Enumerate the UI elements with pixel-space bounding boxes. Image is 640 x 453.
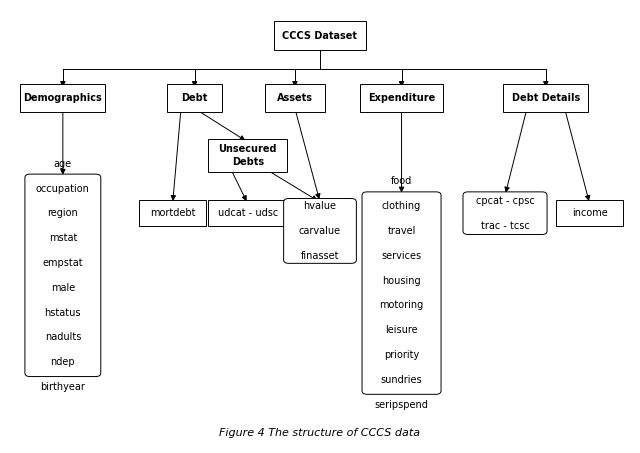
Text: income: income <box>572 208 607 218</box>
Text: udcat - udsc: udcat - udsc <box>218 208 278 218</box>
FancyBboxPatch shape <box>209 200 287 226</box>
FancyBboxPatch shape <box>209 139 287 172</box>
FancyBboxPatch shape <box>265 83 325 112</box>
FancyBboxPatch shape <box>284 198 356 263</box>
Text: Assets: Assets <box>277 93 313 103</box>
Text: cpcat - cpsc

trac - tcsc: cpcat - cpsc trac - tcsc <box>476 196 534 231</box>
FancyBboxPatch shape <box>463 192 547 235</box>
Text: Debt: Debt <box>181 93 208 103</box>
FancyBboxPatch shape <box>25 174 100 376</box>
FancyBboxPatch shape <box>274 21 366 50</box>
FancyBboxPatch shape <box>20 83 106 112</box>
Text: Expenditure: Expenditure <box>368 93 435 103</box>
FancyBboxPatch shape <box>140 200 206 226</box>
Text: CCCS Dataset: CCCS Dataset <box>282 31 358 41</box>
FancyBboxPatch shape <box>503 83 588 112</box>
Text: Unsecured
Debts: Unsecured Debts <box>219 144 277 167</box>
Text: hvalue

carvalue

finasset: hvalue carvalue finasset <box>299 201 341 261</box>
FancyBboxPatch shape <box>362 192 441 394</box>
FancyBboxPatch shape <box>556 200 623 226</box>
Text: Figure 4 The structure of CCCS data: Figure 4 The structure of CCCS data <box>220 428 420 438</box>
Text: Demographics: Demographics <box>24 93 102 103</box>
Text: age

occupation

region

mstat

empstat

male

hstatus

nadults

ndep

birthyear: age occupation region mstat empstat male… <box>36 159 90 392</box>
FancyBboxPatch shape <box>167 83 222 112</box>
Text: food

clothing

travel

services

housing

motoring

leisure

priority

sundries: food clothing travel services housing mo… <box>374 177 428 410</box>
Text: mortdebt: mortdebt <box>150 208 195 218</box>
Text: Debt Details: Debt Details <box>511 93 580 103</box>
FancyBboxPatch shape <box>360 83 443 112</box>
